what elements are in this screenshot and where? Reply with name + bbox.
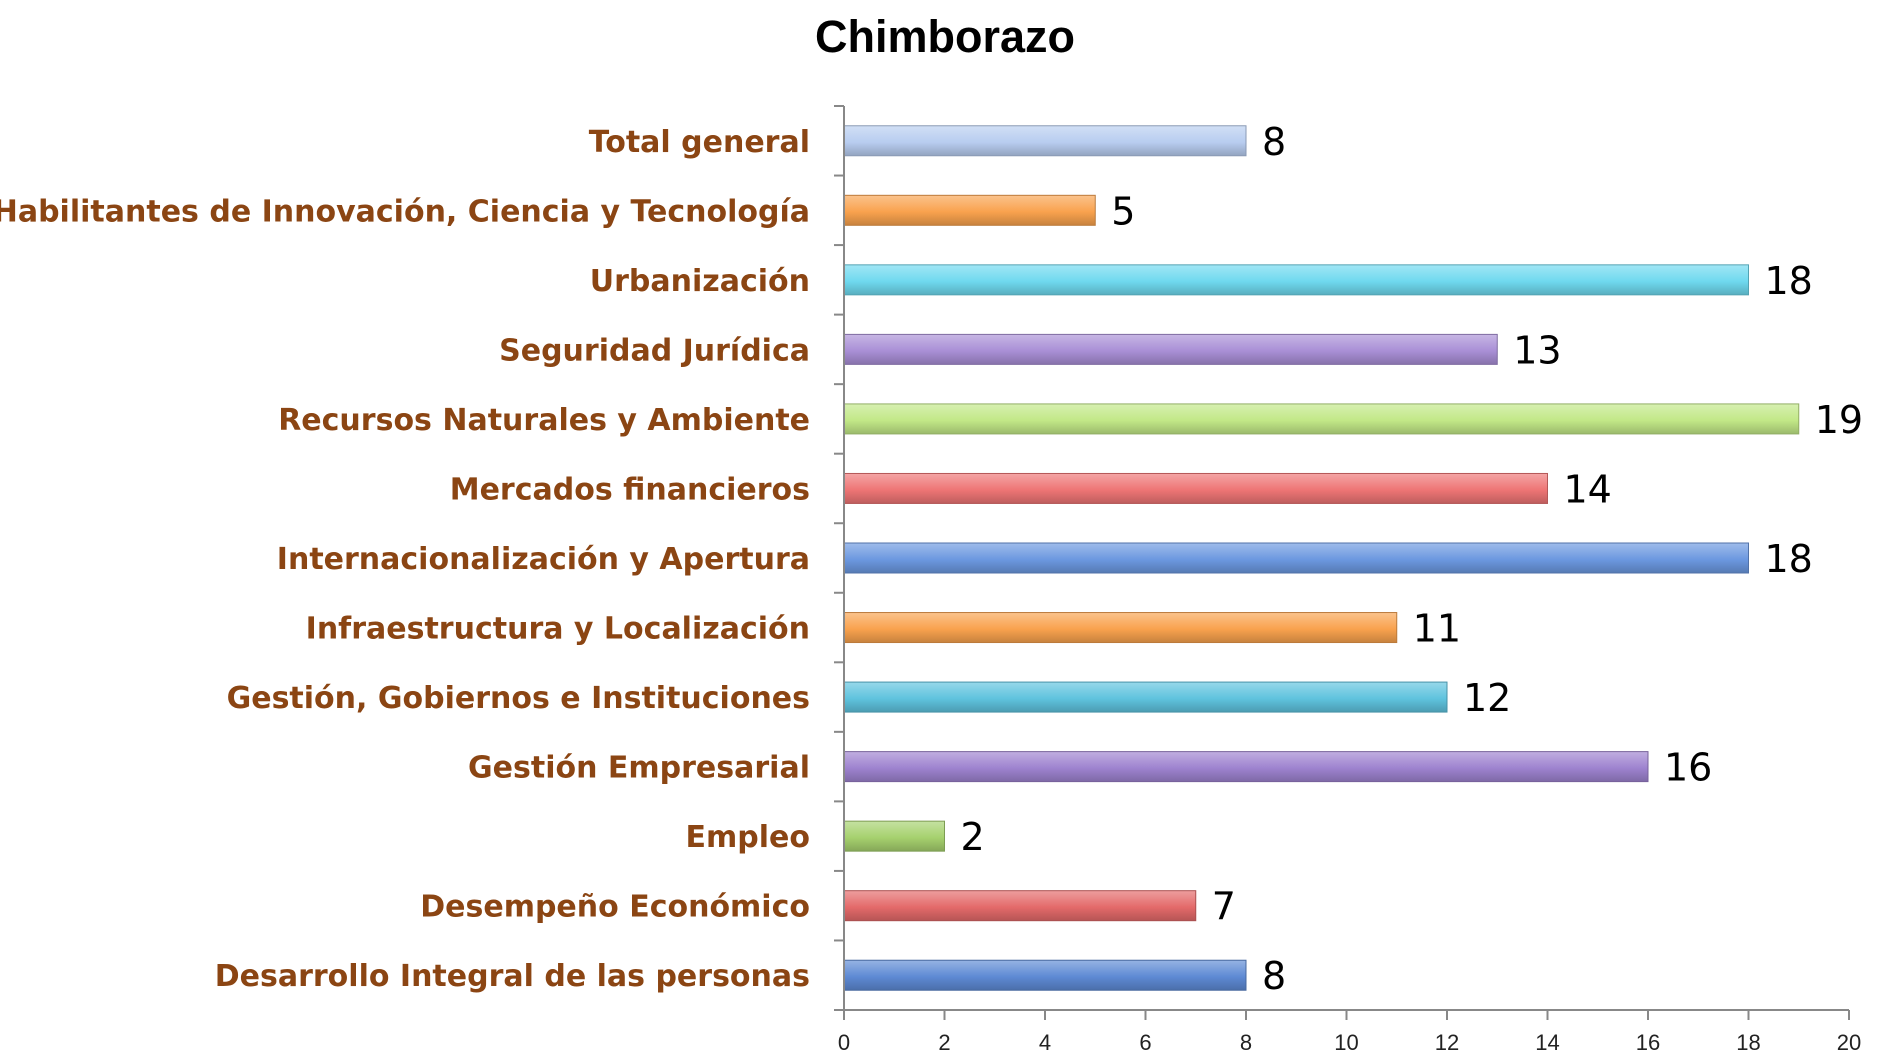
bars-layer: Total general 8 Habilitantes de Innovación… (0, 120, 1863, 998)
x-tick-label: 16 (1636, 1030, 1660, 1055)
category-label: Desarrollo Integral de las personas (215, 959, 810, 994)
data-label: 8 (1262, 120, 1286, 164)
x-tick-label: 8 (1240, 1030, 1252, 1055)
data-label: 13 (1513, 328, 1561, 372)
category-label: Habilitantes de Innovación, Ciencia y Te… (0, 194, 810, 229)
bar (843, 264, 1749, 296)
data-label: 19 (1815, 398, 1863, 442)
data-label: 2 (961, 815, 985, 859)
x-tick-label: 12 (1435, 1030, 1459, 1055)
x-tick-label: 2 (938, 1030, 950, 1055)
category-label: Seguridad Jurídica (499, 333, 810, 368)
bar (843, 890, 1197, 922)
data-label: 12 (1463, 676, 1511, 720)
chart-title: Chimborazo (815, 11, 1075, 62)
x-tick-label: 10 (1334, 1030, 1358, 1055)
data-label: 18 (1765, 537, 1813, 581)
x-tick-label: 0 (838, 1030, 850, 1055)
category-label: Desempeño Económico (420, 890, 810, 925)
category-label: Gestión, Gobiernos e Instituciones (227, 681, 810, 716)
data-label: 14 (1564, 467, 1612, 511)
bar (843, 333, 1498, 365)
bar (843, 820, 945, 852)
bar (843, 751, 1649, 783)
data-label: 11 (1413, 607, 1461, 651)
data-label: 8 (1262, 954, 1286, 998)
category-label: Internacionalización y Apertura (277, 542, 810, 577)
bar (843, 959, 1247, 991)
category-label: Gestión Empresarial (468, 751, 810, 786)
data-label: 5 (1111, 189, 1135, 233)
bar (843, 681, 1448, 713)
data-label: 18 (1765, 259, 1813, 303)
category-label: Mercados financieros (450, 472, 810, 507)
bar (843, 612, 1398, 644)
x-tick-label: 14 (1535, 1030, 1559, 1055)
x-tick-label: 20 (1837, 1030, 1861, 1055)
category-label: Total general (589, 125, 810, 160)
bar (843, 403, 1800, 435)
data-label: 7 (1212, 885, 1236, 929)
category-label: Empleo (686, 820, 810, 855)
bar (843, 194, 1096, 226)
category-label: Recursos Naturales y Ambiente (278, 403, 810, 438)
x-tick-label: 18 (1736, 1030, 1760, 1055)
x-tick-label: 6 (1139, 1030, 1151, 1055)
category-label: Urbanización (590, 264, 810, 299)
axis-layer: 0 2 4 6 8 10 12 14 16 18 20 (834, 105, 1861, 1055)
bar (843, 472, 1548, 504)
bar (843, 125, 1247, 157)
category-label: Infraestructura y Localización (306, 612, 810, 647)
x-tick-label: 4 (1039, 1030, 1051, 1055)
bar (843, 542, 1749, 574)
data-label: 16 (1664, 746, 1712, 790)
